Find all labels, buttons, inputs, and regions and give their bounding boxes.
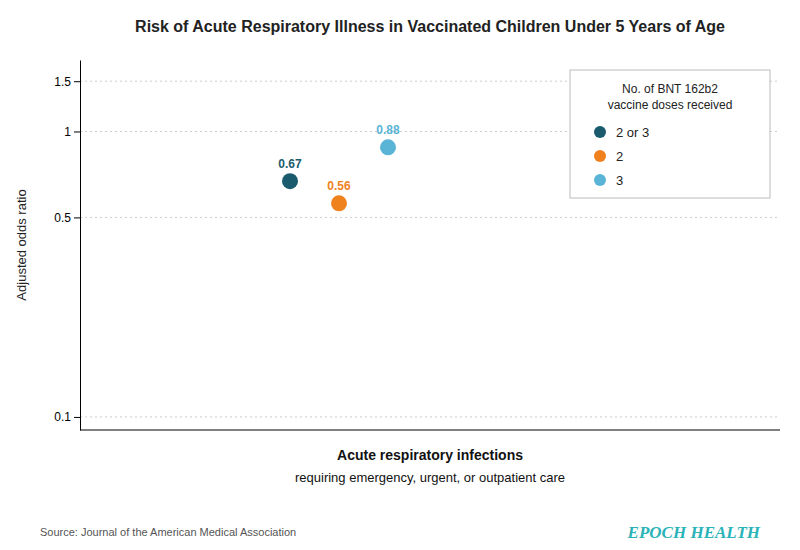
- tick-label: 0.5: [54, 211, 71, 225]
- tick: 1.5: [54, 75, 80, 89]
- title: Risk of Acute Respiratory Illness in Vac…: [135, 18, 725, 35]
- legend-label: 2: [616, 149, 623, 164]
- legend-title: No. of BNT 162b2 vaccine doses received: [608, 82, 733, 112]
- tick-mark: [74, 217, 80, 218]
- grid-line: [80, 217, 780, 218]
- points: [282, 139, 396, 211]
- tick: 0.5: [54, 211, 80, 225]
- tick-mark: [74, 131, 80, 132]
- data-label: 0.88: [376, 123, 400, 137]
- legend-marker: [594, 174, 606, 186]
- x-label-subtitle: requiring emergency, urgent, or outpatie…: [295, 470, 565, 485]
- tick-label: 1: [64, 125, 71, 139]
- brand: EPOCH HEALTH: [627, 523, 761, 542]
- legend-marker: [594, 150, 606, 162]
- grid-line: [80, 416, 780, 417]
- tick: 1: [64, 125, 80, 139]
- source: Source: Journal of the American Medical …: [40, 526, 296, 538]
- point: [331, 195, 347, 211]
- legend-frame: [570, 70, 770, 198]
- tick-label: 0.1: [54, 410, 71, 424]
- legend: No. of BNT 162b2 vaccine doses received 2 …: [570, 70, 770, 198]
- x-axis-line: [80, 430, 780, 431]
- point: [380, 139, 396, 155]
- x-label: Acute respiratory infections: [337, 447, 523, 463]
- legend-title-line: No. of BNT 162b2: [622, 82, 718, 96]
- legend-label: 3: [616, 173, 623, 188]
- tick-mark: [74, 417, 80, 418]
- data-label: 0.67: [278, 157, 302, 171]
- tick-mark: [74, 81, 80, 82]
- legend-title-line: vaccine doses received: [608, 98, 733, 112]
- data-labels: 0.67 0.56 0.88: [278, 123, 400, 193]
- y-label: Adjusted odds ratio: [14, 189, 29, 300]
- tick-label: 1.5: [54, 75, 71, 89]
- point: [282, 173, 298, 189]
- plot: 0.1 0.5 1 1.5 0.67 0.56 0.88 No. of BNT 162b2 va…: [54, 61, 780, 431]
- y-axis: 0.1 0.5 1 1.5: [54, 61, 80, 431]
- legend-marker: [594, 126, 606, 138]
- chart: 0.1 0.5 1 1.5 0.67 0.56 0.88 No. of BNT 162b2 va…: [0, 0, 800, 550]
- legend-label: 2 or 3: [616, 125, 649, 140]
- data-label: 0.56: [327, 179, 351, 193]
- tick: 0.1: [54, 410, 80, 424]
- y-axis-line: [80, 61, 81, 431]
